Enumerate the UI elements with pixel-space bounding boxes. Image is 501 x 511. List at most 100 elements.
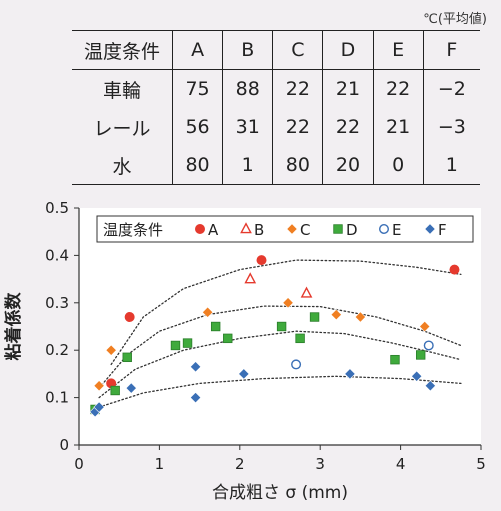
y-tick-label: 0.5 bbox=[45, 199, 69, 217]
data-point-f bbox=[189, 361, 202, 373]
data-point-f bbox=[411, 370, 423, 382]
row-label: レール bbox=[93, 117, 151, 140]
data-point-f bbox=[93, 401, 105, 413]
data-point-d bbox=[276, 321, 287, 332]
legend-marker-c bbox=[286, 223, 298, 235]
table-cell: 31 bbox=[222, 108, 273, 146]
y-axis-label: 粘着係数 bbox=[3, 292, 24, 361]
unit-note: ℃(平均値) bbox=[423, 12, 487, 27]
x-tick-label: 4 bbox=[396, 455, 406, 473]
table-cell: 22 bbox=[322, 108, 374, 146]
trend-curve bbox=[98, 305, 462, 389]
table-cell: 21 bbox=[322, 69, 374, 108]
table-cell: 22 bbox=[372, 69, 424, 108]
row-label: 車輪 bbox=[102, 79, 141, 102]
data-point-d bbox=[295, 333, 305, 344]
row-label: 水 bbox=[72, 146, 173, 185]
data-point-d bbox=[210, 321, 221, 332]
y-tick-label: 0.4 bbox=[45, 246, 69, 264]
header-c: C bbox=[272, 30, 323, 70]
data-point-d bbox=[110, 385, 120, 396]
legend-label: A bbox=[208, 221, 219, 239]
table-row: 車輪 75 88 22 21 22 −2 bbox=[72, 69, 480, 108]
data-point-e bbox=[291, 359, 302, 370]
table-cell: 0 bbox=[372, 146, 424, 185]
data-point-f bbox=[238, 368, 250, 380]
data-point-a bbox=[449, 264, 460, 275]
table-cell: 75 bbox=[171, 69, 223, 108]
trend-curve bbox=[98, 330, 462, 399]
data-point-c bbox=[330, 309, 342, 321]
header-d: D bbox=[322, 30, 374, 70]
data-point-f bbox=[344, 368, 356, 380]
legend-marker-b bbox=[240, 222, 252, 234]
table-cell: −2 bbox=[422, 69, 480, 108]
temperature-conditions-table: 温度条件 A B C D E F 車輪 75 88 22 21 22 −2 レー… bbox=[72, 30, 480, 185]
legend-label: E bbox=[392, 221, 401, 239]
data-point-d bbox=[122, 352, 132, 363]
legend-title: 温度条件 bbox=[103, 221, 163, 239]
legend-label: F bbox=[438, 221, 447, 239]
x-tick-label: 0 bbox=[74, 455, 84, 473]
legend-marker-d bbox=[333, 224, 343, 234]
data-point-d bbox=[170, 340, 181, 351]
table-cell: 80 bbox=[272, 146, 323, 185]
data-point-c bbox=[93, 380, 105, 392]
data-point-d bbox=[415, 350, 426, 360]
y-tick-label: 0.3 bbox=[45, 294, 69, 312]
table-cell: 1 bbox=[422, 146, 480, 185]
y-tick-label: 0 bbox=[59, 436, 69, 454]
data-point-a bbox=[256, 255, 267, 266]
data-point-d bbox=[182, 338, 193, 348]
data-point-d bbox=[390, 354, 400, 365]
table-cell: 88 bbox=[222, 69, 273, 108]
table-cell: 20 bbox=[322, 146, 374, 185]
header-a: A bbox=[171, 30, 223, 70]
x-tick-label: 3 bbox=[315, 455, 325, 473]
legend-label: C bbox=[300, 221, 310, 239]
data-point-a bbox=[124, 312, 135, 323]
data-point-b bbox=[244, 272, 257, 284]
data-point-c bbox=[105, 344, 117, 356]
data-point-c bbox=[419, 320, 431, 333]
legend-label: B bbox=[254, 221, 264, 239]
trend-curve bbox=[98, 375, 462, 408]
data-point-b bbox=[300, 286, 313, 298]
header-condition: 温度条件 bbox=[72, 30, 173, 70]
data-point-c bbox=[354, 311, 367, 323]
data-point-f bbox=[189, 391, 202, 404]
data-point-e bbox=[423, 340, 434, 351]
x-tick-label: 1 bbox=[155, 455, 165, 473]
legend-box bbox=[96, 215, 474, 243]
x-axis-label: 合成粗さ σ (mm) bbox=[212, 483, 348, 503]
data-point-f bbox=[424, 380, 436, 392]
data-point-c bbox=[202, 306, 214, 318]
x-tick-label: 2 bbox=[235, 455, 245, 473]
legend-marker-a bbox=[194, 223, 205, 234]
table-cell: −3 bbox=[422, 108, 480, 146]
y-tick-label: 0.2 bbox=[45, 341, 69, 359]
table-cell: 56 bbox=[171, 108, 223, 146]
trend-curve bbox=[110, 259, 462, 366]
table-cell: 22 bbox=[272, 69, 323, 108]
data-point-d bbox=[309, 312, 320, 322]
x-tick-label: 5 bbox=[476, 455, 486, 473]
legend-marker-f bbox=[424, 223, 436, 235]
table-cell: 22 bbox=[272, 108, 323, 146]
y-tick-label: 0.1 bbox=[45, 389, 69, 407]
header-b: B bbox=[222, 30, 273, 70]
data-point-d bbox=[223, 333, 233, 344]
table-row: レール 56 31 22 22 21 −3 bbox=[72, 108, 480, 146]
table-cell: 1 bbox=[222, 146, 273, 185]
legend-label: D bbox=[346, 221, 358, 239]
table-cell: 21 bbox=[372, 108, 424, 146]
table-row: 水 80 1 80 20 0 1 bbox=[72, 146, 480, 185]
data-point-f bbox=[125, 382, 137, 394]
legend-marker-e bbox=[379, 223, 390, 234]
header-e: E bbox=[372, 30, 424, 70]
table-header-row: 温度条件 A B C D E F bbox=[72, 30, 480, 70]
header-f: F bbox=[422, 30, 480, 70]
data-point-c bbox=[282, 297, 294, 309]
table-cell: 80 bbox=[171, 146, 223, 185]
